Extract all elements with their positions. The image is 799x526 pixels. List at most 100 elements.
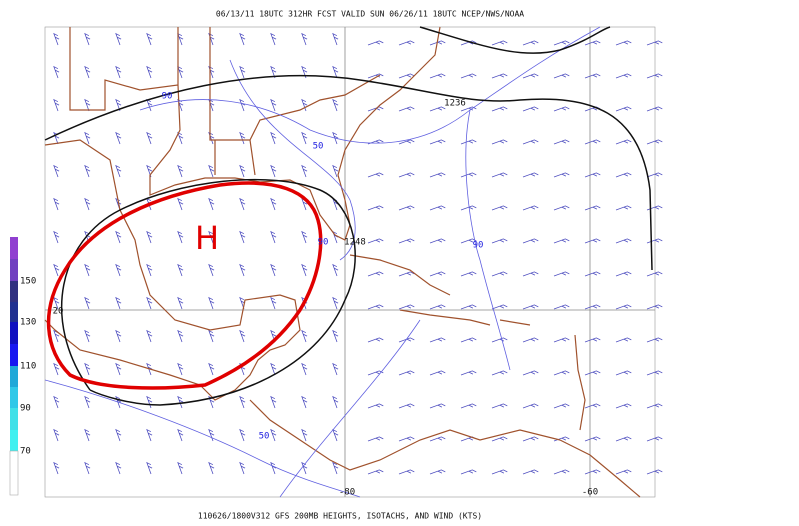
wind-barb bbox=[332, 65, 339, 79]
wind-barb bbox=[332, 362, 339, 376]
wind-barb bbox=[177, 362, 184, 376]
wind-barb bbox=[615, 73, 632, 79]
wind-barb bbox=[367, 370, 384, 376]
wind-barb bbox=[208, 230, 215, 244]
wind-barb bbox=[270, 164, 277, 178]
height-label: 1248 bbox=[344, 238, 366, 248]
wind-barb bbox=[646, 403, 663, 409]
wind-barb bbox=[491, 304, 508, 310]
colorbar-label: 90 bbox=[20, 404, 31, 414]
wind-barb bbox=[208, 197, 215, 211]
wind-barb bbox=[429, 304, 446, 310]
wind-barb bbox=[367, 205, 384, 211]
wind-barb bbox=[398, 73, 415, 79]
isotach-label: 50 bbox=[259, 432, 270, 442]
wind-barb bbox=[398, 436, 415, 442]
wind-barb bbox=[584, 370, 601, 376]
wind-barb bbox=[115, 32, 122, 46]
wind-barb bbox=[115, 98, 122, 112]
wind-barb bbox=[239, 164, 246, 178]
colorbar-segment bbox=[9, 450, 19, 496]
wind-barb bbox=[270, 32, 277, 46]
wind-barb bbox=[522, 304, 539, 310]
footer: 110626/1800V312 GFS 200MB HEIGHTS, ISOTA… bbox=[198, 512, 482, 521]
wind-barb bbox=[646, 40, 663, 46]
isotach-label: 90 bbox=[318, 238, 329, 248]
wind-barb bbox=[208, 263, 215, 277]
wind-barb bbox=[491, 403, 508, 409]
wind-barb bbox=[367, 304, 384, 310]
wind-barb bbox=[615, 271, 632, 277]
wind-barb bbox=[332, 461, 339, 475]
wind-barb bbox=[115, 461, 122, 475]
wind-barb bbox=[84, 428, 91, 442]
wind-barb bbox=[177, 296, 184, 310]
wind-barb bbox=[177, 230, 184, 244]
wind-barb bbox=[522, 205, 539, 211]
longitude-label: -80 bbox=[339, 488, 355, 498]
wind-barb bbox=[146, 230, 153, 244]
wind-barb bbox=[553, 106, 570, 112]
colorbar-segment bbox=[10, 408, 18, 430]
wind-barb bbox=[646, 271, 663, 277]
wind-barb bbox=[270, 131, 277, 145]
wind-barb bbox=[460, 337, 477, 343]
wind-barb bbox=[84, 164, 91, 178]
longitude-label: -60 bbox=[582, 488, 598, 498]
wind-barb bbox=[646, 106, 663, 112]
colorbar-segment bbox=[10, 281, 18, 302]
wind-barb bbox=[491, 172, 508, 178]
wind-barb bbox=[584, 172, 601, 178]
wind-barb bbox=[429, 172, 446, 178]
wind-barb bbox=[208, 32, 215, 46]
wind-barb bbox=[270, 197, 277, 211]
wind-barb bbox=[553, 337, 570, 343]
colorbar-label: 70 bbox=[20, 447, 31, 457]
wind-barb bbox=[460, 271, 477, 277]
wind-barb bbox=[522, 436, 539, 442]
wind-barb bbox=[84, 32, 91, 46]
wind-barb bbox=[646, 436, 663, 442]
wind-barb bbox=[615, 238, 632, 244]
wind-barb bbox=[398, 238, 415, 244]
colorbar-segment bbox=[10, 259, 18, 281]
wind-barb bbox=[429, 337, 446, 343]
wind-barb bbox=[460, 370, 477, 376]
colorbar-segment bbox=[10, 387, 18, 408]
wind-barb bbox=[646, 172, 663, 178]
wind-barb bbox=[115, 230, 122, 244]
wind-barb bbox=[53, 32, 60, 46]
wind-barb bbox=[53, 428, 60, 442]
wind-barb bbox=[584, 139, 601, 145]
wind-barb bbox=[522, 40, 539, 46]
wind-barb bbox=[553, 139, 570, 145]
wind-barb bbox=[522, 403, 539, 409]
isotach-label: 90 bbox=[162, 92, 173, 102]
wind-barb bbox=[398, 139, 415, 145]
wind-barb bbox=[177, 131, 184, 145]
islands bbox=[249, 254, 641, 498]
wind-barb bbox=[115, 131, 122, 145]
wind-barb bbox=[53, 164, 60, 178]
wind-barb bbox=[146, 65, 153, 79]
wind-barb bbox=[522, 337, 539, 343]
wind-barb bbox=[491, 139, 508, 145]
wind-barb bbox=[115, 164, 122, 178]
wind-barb bbox=[84, 362, 91, 376]
wind-barb bbox=[177, 461, 184, 475]
wind-barb bbox=[367, 469, 384, 475]
wind-barb bbox=[646, 304, 663, 310]
wind-barb bbox=[270, 65, 277, 79]
wind-barb bbox=[460, 469, 477, 475]
height-contour bbox=[419, 26, 611, 54]
wind-barb bbox=[553, 238, 570, 244]
wind-barb bbox=[522, 271, 539, 277]
wind-barb bbox=[367, 403, 384, 409]
wind-barb bbox=[398, 403, 415, 409]
wind-barb bbox=[584, 403, 601, 409]
wind-barb bbox=[239, 32, 246, 46]
wind-barb bbox=[553, 40, 570, 46]
wind-barb bbox=[332, 131, 339, 145]
wind-barb bbox=[115, 362, 122, 376]
wind-barb bbox=[301, 395, 308, 409]
